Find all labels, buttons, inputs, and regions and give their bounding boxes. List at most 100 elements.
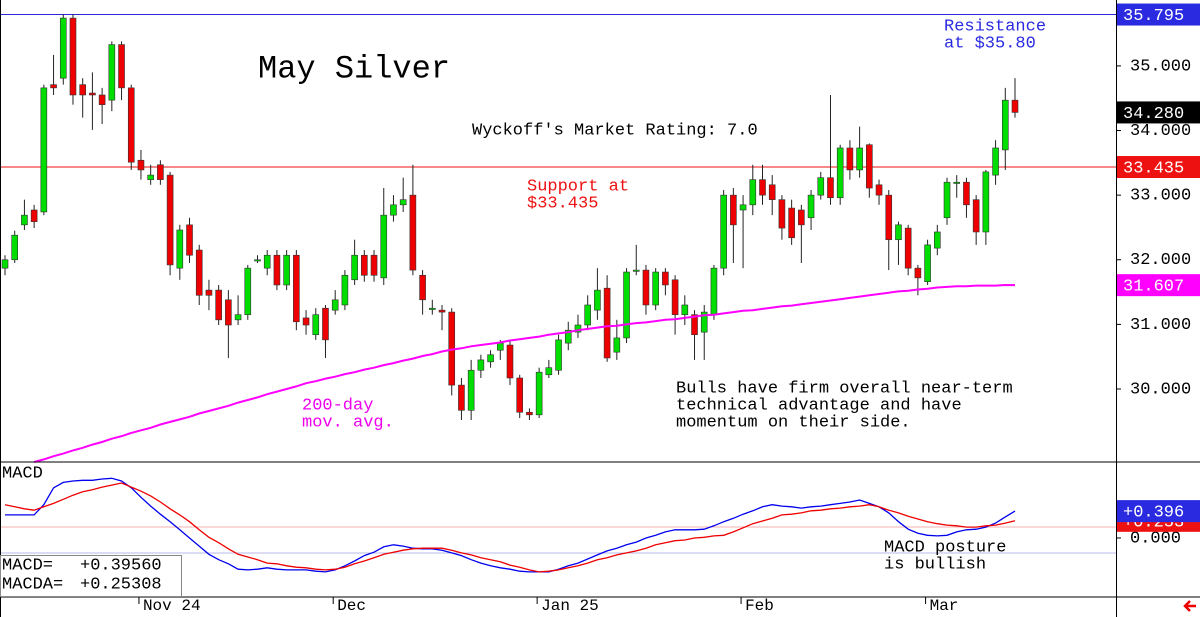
candle-body — [564, 329, 572, 344]
candle-body — [361, 254, 368, 276]
candle-body — [205, 289, 213, 296]
candle-body — [467, 369, 475, 411]
price-box-label: 35.795 — [1123, 7, 1184, 26]
candle-body — [866, 144, 873, 189]
price-box — [1117, 500, 1200, 523]
candle-body — [681, 304, 689, 315]
candle-body — [283, 254, 290, 286]
y-tick-label: 34.000 — [1130, 122, 1191, 141]
candle-body — [496, 342, 504, 351]
readout-label: MACDA= — [2, 575, 63, 594]
candle-body — [11, 234, 19, 261]
annotation: Resistance — [944, 17, 1046, 36]
chart-title: May Silver — [258, 50, 450, 87]
candle-body — [904, 227, 912, 269]
candle-body — [254, 259, 261, 262]
x-tick-label: Dec — [337, 597, 366, 615]
candle-body — [642, 269, 650, 306]
candle-body — [749, 179, 757, 206]
candle-body — [186, 224, 193, 256]
candle-body — [409, 194, 417, 271]
annotation: at $35.80 — [944, 34, 1036, 53]
candle-body — [730, 194, 737, 226]
candle-body — [50, 84, 57, 89]
candle-body — [710, 267, 718, 315]
candle-body — [934, 231, 941, 249]
candle-body — [108, 44, 116, 101]
candle-body — [89, 92, 96, 96]
candle-body — [21, 214, 28, 226]
rating: Wyckoff's Market Rating: 7.0 — [472, 121, 758, 140]
candle-body — [351, 254, 358, 281]
candle-body — [176, 229, 184, 269]
candle-body — [720, 194, 727, 269]
candle-body — [759, 179, 766, 196]
candle-body — [798, 209, 805, 226]
candle-body — [807, 194, 815, 219]
readout-label: MACD= — [2, 556, 53, 575]
candle-body — [429, 307, 436, 310]
series-line — [5, 477, 1016, 573]
candle-body — [234, 314, 242, 321]
annotation: MACD posture — [884, 538, 1006, 557]
candle-body — [341, 274, 349, 306]
candle-body — [535, 371, 543, 416]
candle-body — [225, 299, 232, 326]
candle-body — [322, 307, 329, 341]
annotation: is bullish — [884, 555, 986, 574]
y-tick-label: 0.000 — [1130, 529, 1181, 548]
candle-body — [438, 309, 446, 313]
y-tick-label: 32.000 — [1130, 251, 1191, 270]
candle-body — [992, 147, 999, 176]
candle-body — [836, 147, 844, 199]
price-box-label: +0.396 — [1123, 504, 1184, 523]
candle-body — [613, 337, 621, 353]
candle-body — [215, 289, 222, 321]
annotation: momentum on their side. — [676, 413, 911, 432]
x-tick-label: Feb — [745, 597, 774, 615]
candle-body — [1, 259, 9, 269]
candle-body — [118, 44, 125, 89]
candle-body — [914, 267, 922, 279]
candle-body — [157, 164, 164, 180]
candle-body — [59, 17, 67, 79]
candle-body — [768, 184, 776, 200]
candle-body — [166, 174, 174, 266]
candle-body — [632, 269, 640, 272]
candle-body — [827, 177, 834, 199]
x-tick-label: Nov 24 — [143, 597, 201, 615]
candle-body — [671, 279, 679, 315]
price-box — [1117, 156, 1200, 179]
candle-body — [652, 271, 659, 306]
candle-body — [506, 344, 514, 379]
candle-body — [69, 17, 77, 96]
y-tick-label: 33.000 — [1130, 187, 1191, 206]
x-tick-label: Jan 25 — [541, 597, 599, 615]
series-line — [4, 482, 1016, 573]
macd-title: MACD — [2, 464, 43, 483]
candle-body — [1001, 99, 1009, 151]
candle-body — [293, 254, 300, 323]
candle-body — [972, 199, 980, 233]
candle-body — [739, 204, 747, 211]
x-tick-label: Mar — [930, 597, 959, 615]
candle-body — [924, 244, 931, 283]
candle-body — [778, 199, 786, 229]
candle-body — [1011, 99, 1019, 113]
y-tick-label: 31.000 — [1130, 316, 1191, 335]
annotation: technical advantage and have — [676, 396, 962, 415]
price-box-label: 33.435 — [1123, 160, 1184, 179]
candle-body — [943, 181, 951, 219]
series-line — [33, 283, 1016, 463]
candle-body — [40, 87, 48, 213]
scroll-arrow[interactable] — [1183, 600, 1196, 612]
readout-box — [0, 555, 182, 597]
candle-body — [312, 314, 320, 336]
candle-body — [584, 304, 591, 326]
candle-body — [147, 174, 154, 180]
readout-value: +0.39560 — [80, 556, 162, 575]
candle-body — [370, 254, 378, 276]
candle-body — [700, 311, 708, 333]
